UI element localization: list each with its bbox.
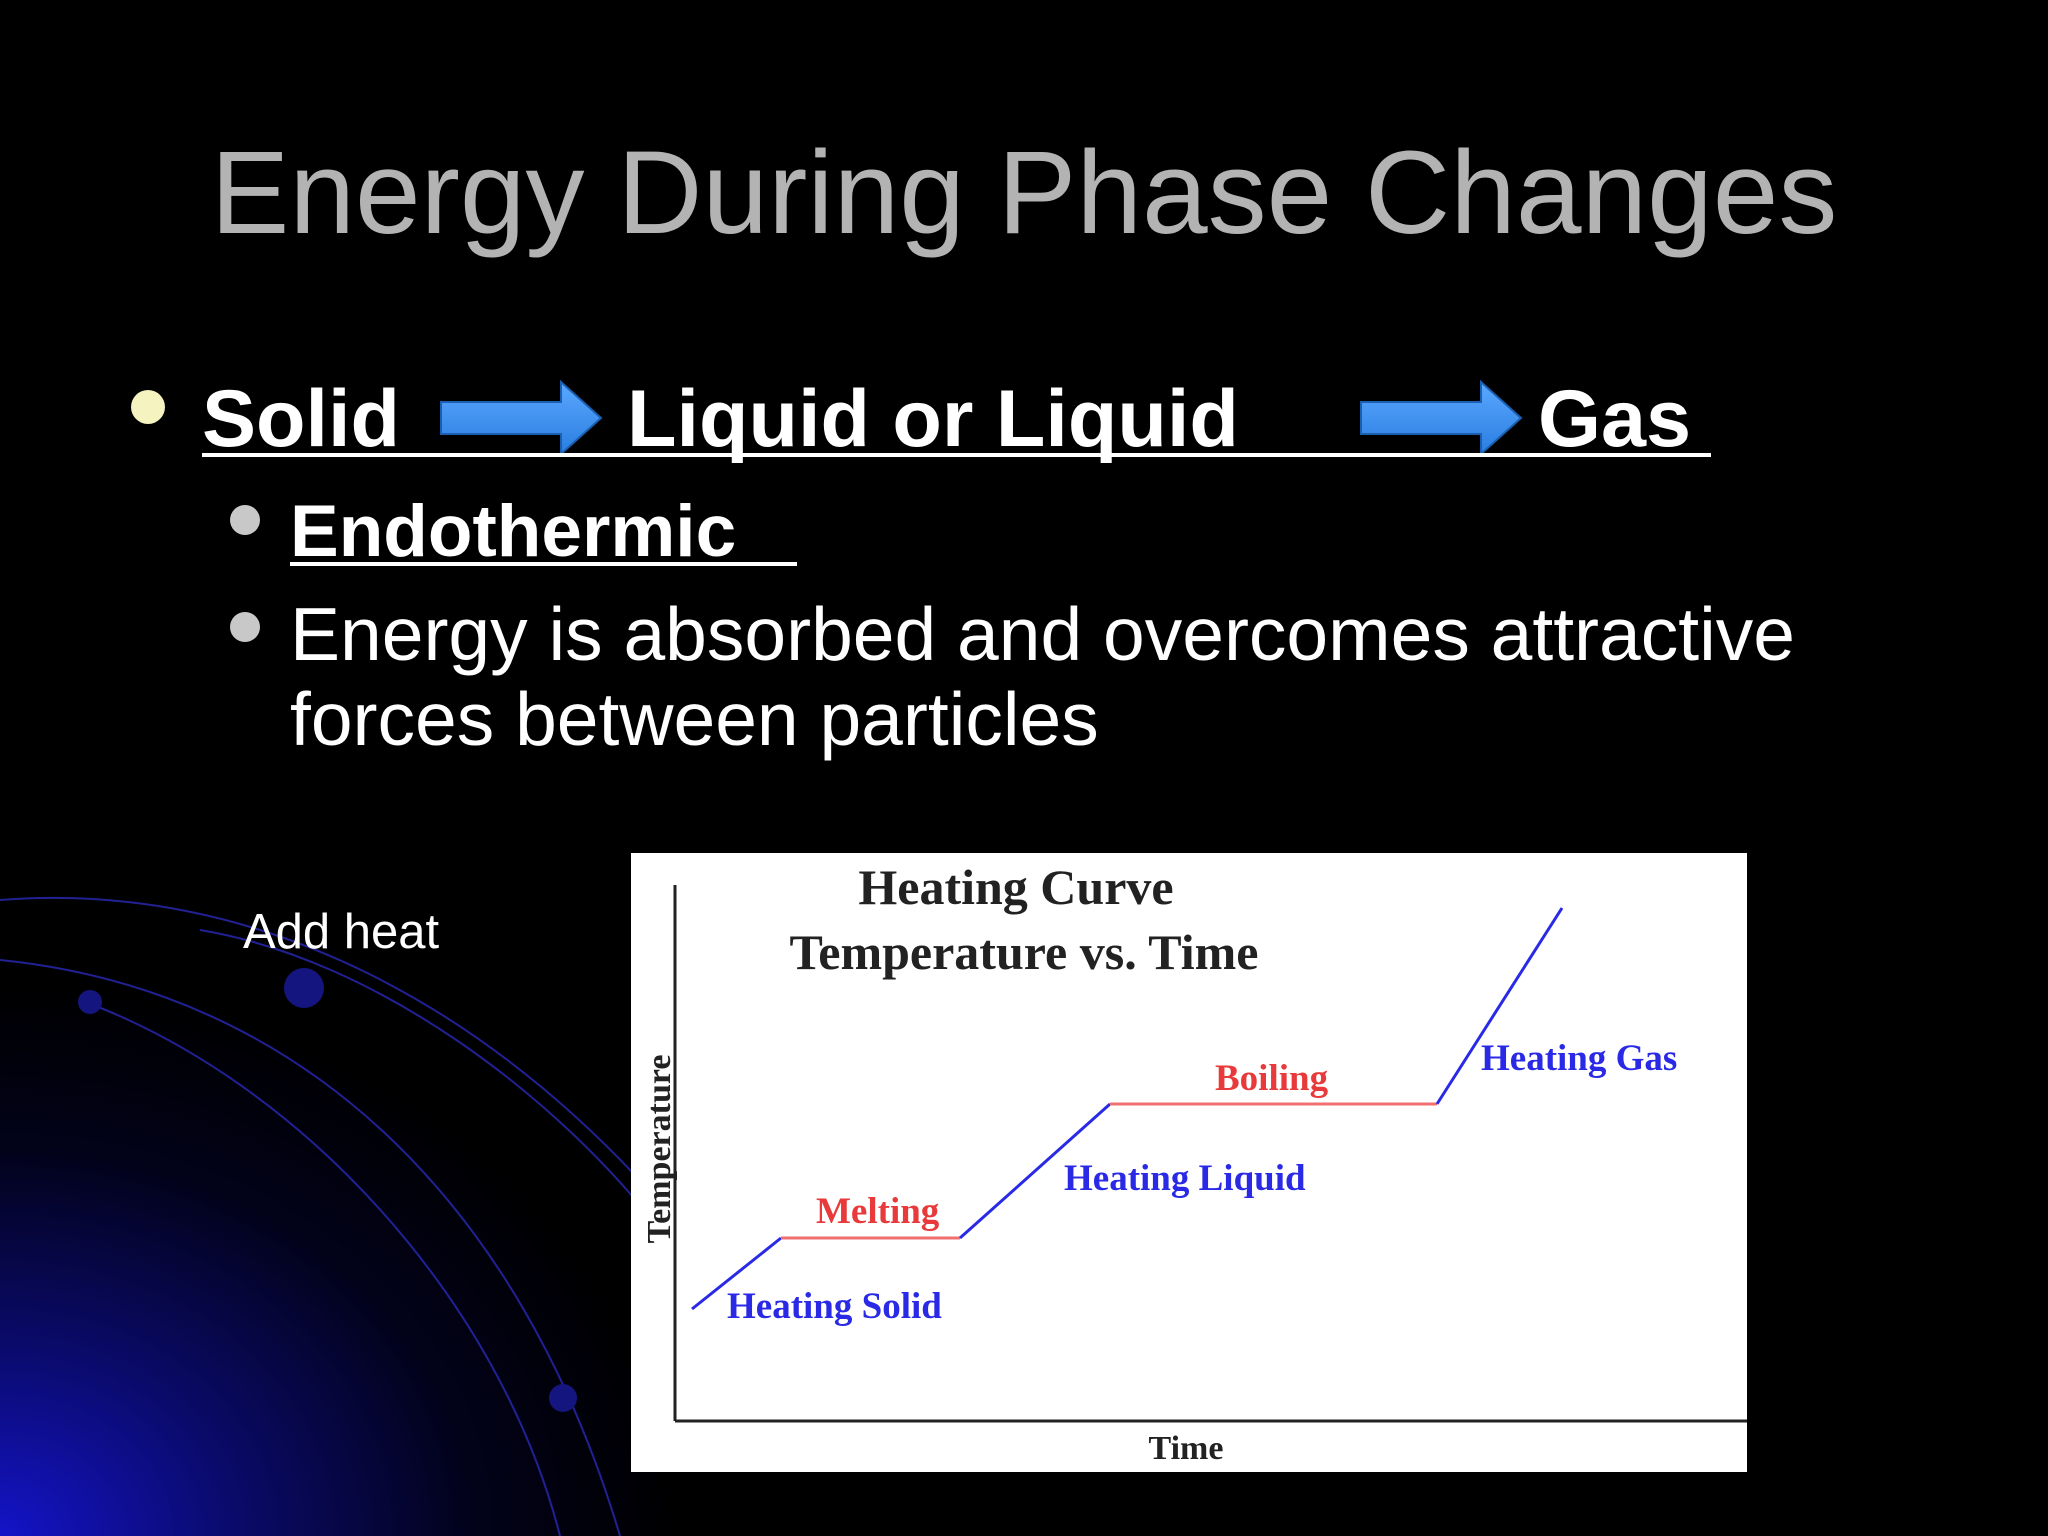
curve-label: Heating Solid xyxy=(727,1286,942,1327)
sub-bullet-dot xyxy=(230,612,260,642)
bullet-text: Solid xyxy=(202,374,400,464)
bullet-dot xyxy=(131,390,165,424)
bullet-text: Gas xyxy=(1538,374,1691,464)
note: Add heat xyxy=(243,905,440,959)
sub-bullet-dot xyxy=(230,505,260,535)
arrow xyxy=(1360,379,1523,457)
curve-label: Heating Liquid xyxy=(1064,1158,1306,1199)
curve-label: Boiling xyxy=(1215,1058,1329,1099)
background-dot xyxy=(549,1384,577,1412)
slide-title: Energy During Phase Changes xyxy=(211,127,1838,259)
background-dot xyxy=(284,968,324,1008)
arrow xyxy=(440,379,603,457)
curve-segment xyxy=(959,1102,1111,1240)
curve-label: Heating Gas xyxy=(1481,1038,1677,1079)
figure-title: Heating Curve xyxy=(858,859,1173,915)
figure-background xyxy=(631,853,1747,1472)
sub-bullet-text: forces between particles xyxy=(290,677,1099,761)
curve-label: Melting xyxy=(816,1191,940,1232)
heating-curve-figure: Heating Curve Temperature vs. Time Tempe… xyxy=(631,853,1747,1472)
sub-bullet-heading: Endothermic xyxy=(290,491,736,572)
curve-segment xyxy=(691,1236,782,1311)
background-dot xyxy=(78,990,102,1014)
figure-title: Temperature vs. Time xyxy=(790,924,1259,980)
curve-segment xyxy=(1435,907,1564,1105)
y-axis-label: Temperature xyxy=(641,1055,678,1244)
x-axis-label: Time xyxy=(1149,1430,1224,1467)
bullet-text: Liquid or Liquid xyxy=(627,374,1239,464)
sub-bullet-text: Energy is absorbed and overcomes attract… xyxy=(290,592,1795,676)
